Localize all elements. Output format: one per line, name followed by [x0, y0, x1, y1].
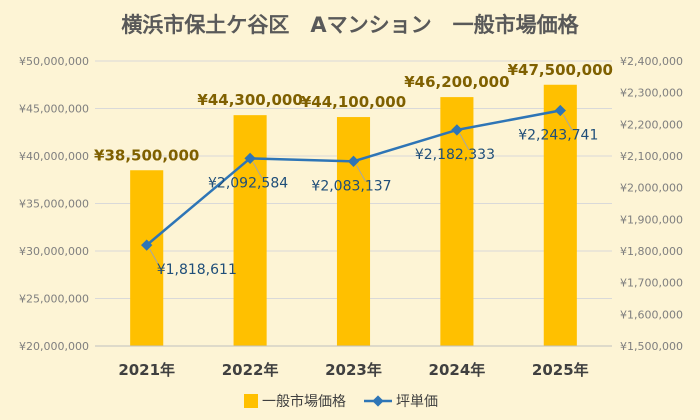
right-tick-label: ¥1,600,000 [620, 308, 683, 321]
line-data-label: ¥2,243,741 [518, 127, 598, 143]
x-tick-label: 2025年 [532, 361, 589, 379]
right-tick-label: ¥2,400,000 [620, 55, 683, 68]
leader-line [356, 165, 366, 182]
line-point [244, 152, 256, 165]
line-point [347, 155, 360, 167]
leader-line [562, 114, 573, 131]
chart-title: 横浜市保土ケ谷区 Aマンション 一般市場価格 [121, 13, 579, 37]
left-tick-label: ¥50,000,000 [19, 55, 89, 68]
x-tick-label: 2022年 [222, 361, 279, 379]
leader-line [252, 162, 263, 179]
right-tick-label: ¥1,700,000 [620, 277, 683, 290]
bar-series [130, 84, 577, 347]
right-tick-label: ¥2,300,000 [620, 87, 683, 100]
bar [336, 117, 371, 346]
leader-lines [149, 114, 573, 266]
left-tick-label: ¥45,000,000 [19, 103, 89, 116]
right-tick-label: ¥1,900,000 [620, 213, 683, 226]
bar [543, 84, 577, 346]
left-tick-label: ¥40,000,000 [19, 150, 89, 163]
legend-line-label: 坪単価 [396, 394, 438, 410]
line-point [141, 239, 153, 251]
line-data-label: ¥2,083,137 [311, 178, 391, 194]
bar-data-label: ¥44,300,000 [197, 91, 302, 109]
right-tick-label: ¥2,200,000 [620, 118, 683, 131]
legend-bar-label: 一般市場価格 [262, 393, 346, 410]
x-tick-label: 2021年 [118, 361, 175, 379]
line-data-label: ¥2,182,333 [415, 147, 495, 163]
legend: 一般市場価格 坪単価 [244, 393, 438, 410]
bar [130, 170, 164, 346]
right-tick-label: ¥2,000,000 [620, 182, 683, 195]
right-axis: ¥1,500,000 ¥1,600,000 ¥1,700,000 ¥1,800,000… [620, 55, 683, 353]
legend-line-marker [372, 395, 384, 407]
leader-line [149, 248, 160, 266]
bar [233, 115, 267, 347]
left-axis: ¥20,000,000 ¥25,000,000 ¥30,000,000 ¥35,000… [19, 55, 89, 353]
left-tick-label: ¥20,000,000 [19, 340, 89, 353]
right-tick-label: ¥1,800,000 [620, 245, 683, 258]
x-tick-label: 2024年 [429, 361, 486, 379]
line-data-label: ¥1,818,611 [157, 262, 237, 278]
x-axis: 2021年 2022年 2023年 2024年 2025年 [95, 345, 612, 379]
bar-data-label: ¥46,200,000 [404, 73, 509, 91]
right-tick-label: ¥1,500,000 [620, 340, 683, 353]
bar-data-label: ¥38,500,000 [94, 146, 199, 164]
legend-bar-swatch [244, 394, 258, 408]
data-labels: ¥38,500,000 ¥44,300,000¥44,100,000 ¥46,200… [94, 61, 613, 278]
left-tick-label: ¥30,000,000 [19, 245, 89, 258]
bar-data-label: ¥44,100,000 [301, 93, 406, 111]
right-tick-label: ¥2,100,000 [620, 150, 683, 163]
x-tick-label: 2023年 [325, 361, 382, 379]
bar [440, 97, 474, 346]
line-data-label: ¥2,092,584 [208, 175, 288, 191]
leader-line [459, 133, 470, 151]
left-tick-label: ¥35,000,000 [19, 198, 89, 211]
bar-data-label: ¥47,500,000 [508, 61, 613, 79]
left-tick-label: ¥25,000,000 [19, 293, 89, 306]
